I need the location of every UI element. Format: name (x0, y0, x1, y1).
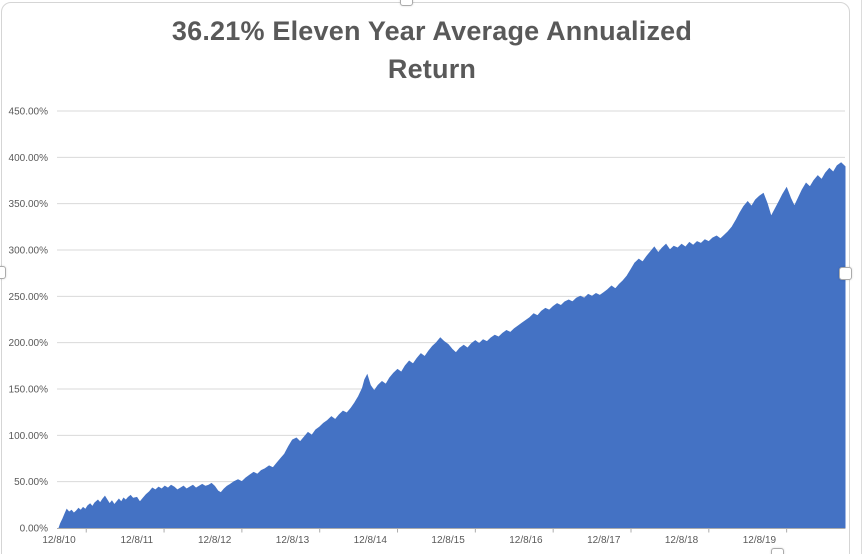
x-axis-label: 12/8/16 (509, 535, 543, 546)
x-axis-label: 12/8/19 (743, 535, 777, 546)
y-axis-label: 450.00% (9, 107, 49, 118)
resize-handle-right[interactable] (839, 267, 852, 280)
y-axis-label: 300.00% (9, 246, 49, 257)
x-axis-label: 12/8/10 (42, 535, 76, 546)
x-axis-label: 12/8/12 (198, 535, 232, 546)
y-axis-label: 400.00% (9, 153, 49, 164)
resize-handle-bottom[interactable] (771, 548, 784, 554)
x-axis-label: 12/8/14 (354, 535, 388, 546)
resize-handle-left[interactable] (0, 266, 6, 279)
y-axis-label: 350.00% (9, 199, 49, 210)
y-axis-label: 150.00% (9, 385, 49, 396)
chart-title[interactable]: 36.21% Eleven Year Average Annualized Re… (171, 16, 693, 85)
x-axis-label: 12/8/15 (431, 535, 465, 546)
y-axis-label: 0.00% (20, 524, 48, 535)
x-axis-label: 12/8/18 (665, 535, 699, 546)
x-axis-label: 12/8/11 (121, 535, 154, 546)
resize-handle-top[interactable] (400, 0, 413, 6)
window-edge-divider (861, 0, 862, 554)
y-axis-label: 100.00% (9, 431, 49, 442)
y-axis-label: 250.00% (9, 292, 49, 303)
x-axis-label: 12/8/17 (587, 535, 621, 546)
y-axis-label: 50.00% (14, 477, 48, 488)
area-series[interactable] (58, 162, 846, 529)
y-axis-label: 200.00% (9, 338, 49, 349)
x-axis-label: 12/8/13 (276, 535, 310, 546)
